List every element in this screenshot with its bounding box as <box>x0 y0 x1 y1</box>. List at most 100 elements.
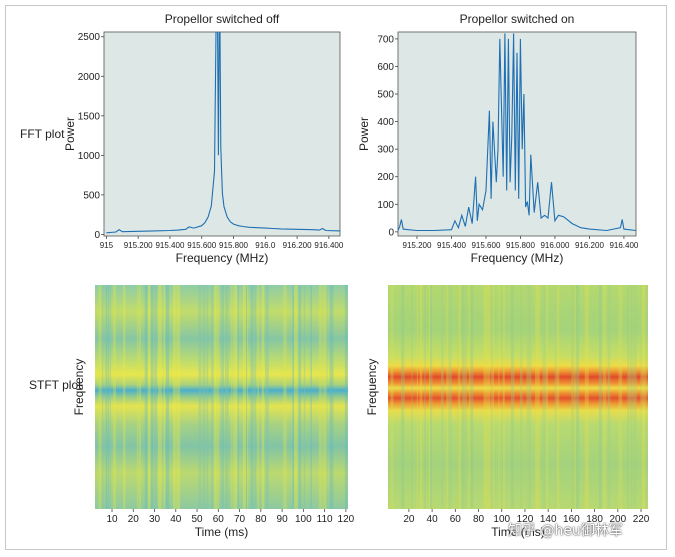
stft-on-texture-stripe <box>632 285 635 509</box>
stft-off-texture-stripe <box>112 285 117 509</box>
stft-off-texture-stripe <box>233 285 238 509</box>
stft-on-texture-stripe <box>428 285 433 509</box>
stft-on-texture-stripe <box>627 285 631 509</box>
stft-on-xtick-label: 180 <box>586 514 603 525</box>
stft-off-texture-stripe <box>322 285 327 509</box>
stft-on-texture-stripe <box>546 285 549 509</box>
row-label-fft: FFT plot <box>20 127 65 141</box>
fft-on-ytick-label: 600 <box>377 62 394 73</box>
stft-on-texture-stripe <box>401 285 404 509</box>
stft-off-texture-stripe <box>244 285 248 509</box>
stft-off-texture-stripe <box>217 285 220 509</box>
stft-on-texture-stripe <box>629 285 633 509</box>
stft-off-y-axis-label: Frequency <box>72 359 86 416</box>
stft-on-xtick-label: 40 <box>427 514 439 525</box>
stft-on-xtick-label: 20 <box>403 514 415 525</box>
fft-off-ytick-label: 2000 <box>78 72 101 83</box>
stft-off-texture-stripe <box>136 285 138 509</box>
stft-on-x-axis-label: Time (ms) <box>491 525 545 539</box>
fft-on-xtick-label: 915.600 <box>471 241 500 250</box>
stft-off-texture-stripe <box>113 285 116 509</box>
stft-off-texture-stripe <box>318 285 323 509</box>
stft-on-texture-stripe <box>628 285 633 509</box>
stft-off-texture-stripe <box>325 285 328 509</box>
fft-off-y-axis-label: Power <box>63 117 77 151</box>
stft-off-texture-stripe <box>329 285 334 509</box>
fft-off-ytick-label: 500 <box>83 190 100 201</box>
fft-on-xtick-label: 915.800 <box>506 241 535 250</box>
stft-on-texture-stripe <box>544 285 547 509</box>
fft-off-panel: Propellor switched off 0 500 1000 1500 2000 25… <box>63 12 344 265</box>
stft-off-texture-stripe <box>215 285 219 509</box>
stft-on-xtick-label: 200 <box>609 514 626 525</box>
fft-off-xtick-label: 915.200 <box>124 241 153 250</box>
stft-on-texture-stripe <box>535 285 539 509</box>
fft-off-xtick-label: 916.200 <box>283 241 312 250</box>
stft-off-texture-stripe <box>257 285 259 509</box>
fft-on-xtick-label: 915.400 <box>437 241 466 250</box>
stft-off-xtick-label: 70 <box>234 514 246 525</box>
fft-off-xtick-label: 915.400 <box>155 241 184 250</box>
fft-on-ytick-label: 500 <box>377 90 394 101</box>
figure-border <box>5 5 667 550</box>
row-label-stft: STFT plot <box>29 378 82 392</box>
stft-off-texture-stripe <box>148 285 152 509</box>
stft-off-texture-stripe <box>296 285 301 509</box>
stft-off-panel: 10 20 30 40 50 60 70 80 90 100 110 120 Time (ms) Freq… <box>72 285 355 539</box>
fft-off-title: Propellor switched off <box>165 12 280 26</box>
stft-on-texture-stripe <box>416 285 418 509</box>
fft-off-ytick-label: 1000 <box>78 151 101 162</box>
stft-on-texture-stripe <box>526 285 528 509</box>
stft-on-texture-stripe <box>618 285 622 509</box>
stft-on-texture-stripe <box>483 285 488 509</box>
stft-off-texture-stripe <box>153 285 158 509</box>
stft-on-xtick-label: 60 <box>450 514 462 525</box>
stft-on-texture-stripe <box>498 285 500 509</box>
stft-off-texture-stripe <box>211 285 214 509</box>
stft-on-texture-stripe <box>554 285 558 509</box>
stft-off-texture-stripe <box>151 285 154 509</box>
stft-off-texture-stripe <box>231 285 233 509</box>
stft-on-texture-stripe <box>430 285 433 509</box>
stft-off-xtick-label: 30 <box>149 514 161 525</box>
stft-off-x-axis-label: Time (ms) <box>195 525 249 539</box>
stft-on-texture-stripe <box>458 285 461 509</box>
stft-off-texture-stripe <box>222 285 224 509</box>
stft-off-xtick-label: 100 <box>295 514 312 525</box>
stft-on-texture-stripe <box>598 285 602 509</box>
stft-off-texture-stripe <box>298 285 302 509</box>
stft-on-texture-stripe <box>390 285 394 509</box>
stft-on-xtick-label: 220 <box>633 514 650 525</box>
fft-off-xtick-label: 916.400 <box>314 241 343 250</box>
stft-on-texture-stripe <box>448 285 452 509</box>
stft-on-texture-stripe <box>527 285 531 509</box>
stft-off-texture-stripe <box>178 285 180 509</box>
stft-off-texture-stripe <box>252 285 257 509</box>
stft-off-xtick-label: 40 <box>170 514 182 525</box>
stft-off-texture-stripe <box>250 285 254 509</box>
stft-on-texture-stripe <box>440 285 444 509</box>
stft-on-texture-stripe <box>607 285 611 509</box>
stft-on-texture-stripe <box>633 285 637 509</box>
fft-on-title: Propellor switched on <box>460 12 575 26</box>
stft-off-texture-stripe <box>213 285 217 509</box>
stft-off-xtick-label: 60 <box>213 514 225 525</box>
stft-on-xtick-label: 160 <box>563 514 580 525</box>
stft-off-texture-stripe <box>174 285 178 509</box>
stft-on-texture <box>390 285 648 509</box>
stft-off-texture-stripe <box>237 285 239 509</box>
fft-on-panel: Propellor switched on 0 100 200 300 400 500 600… <box>357 12 639 265</box>
stft-off-texture-stripe <box>138 285 142 509</box>
fft-on-xtick-label: 915.200 <box>403 241 432 250</box>
stft-on-texture-stripe <box>424 285 426 509</box>
fft-on-ytick-label: 100 <box>377 200 394 211</box>
fft-on-y-axis-label: Power <box>357 117 371 151</box>
stft-off-xtick-label: 50 <box>191 514 203 525</box>
stft-on-texture-stripe <box>470 285 474 509</box>
stft-off-texture-stripe <box>104 285 106 509</box>
stft-off-texture-stripe <box>220 285 225 509</box>
stft-on-xtick-label: 100 <box>493 514 510 525</box>
stft-on-xtick-label: 80 <box>473 514 485 525</box>
stft-on-texture-stripe <box>502 285 505 509</box>
